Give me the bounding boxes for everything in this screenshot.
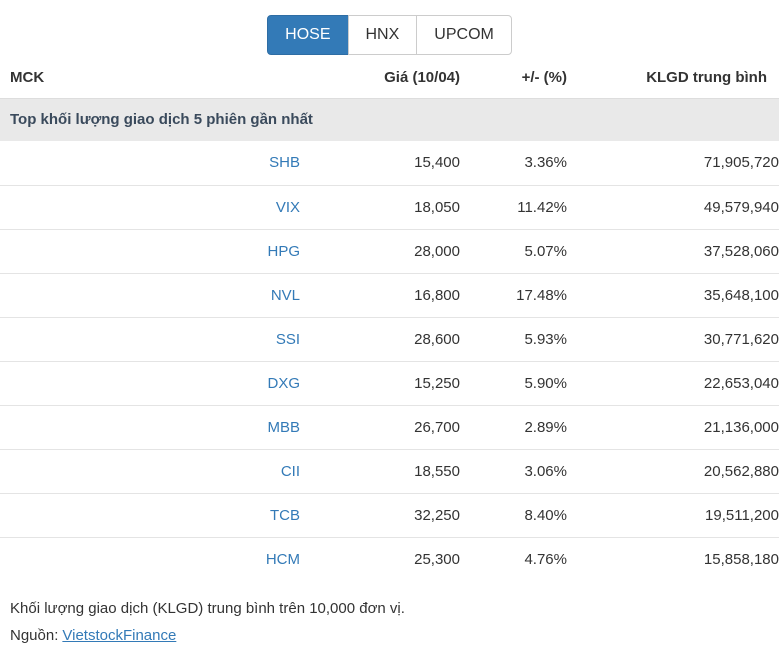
volume-cell: 30,771,620 xyxy=(567,317,779,362)
ticker-link[interactable]: CII xyxy=(280,462,300,480)
volume-cell: 21,136,000 xyxy=(567,405,779,450)
volume-cell: 35,648,100 xyxy=(567,273,779,318)
change-cell: 2.89% xyxy=(460,405,567,450)
change-cell: 3.06% xyxy=(460,449,567,494)
ticker-link[interactable]: SHB xyxy=(269,154,300,172)
change-cell: 5.93% xyxy=(460,317,567,362)
price-cell: 25,300 xyxy=(414,550,460,568)
column-header-mck: MCK xyxy=(0,58,300,99)
column-header-price: Giá (10/04) xyxy=(300,58,460,99)
table-row: DXG 15,250 5.90% 22,653,040 xyxy=(0,361,779,406)
ticker-link[interactable]: NVL xyxy=(270,286,300,304)
change-cell: 5.07% xyxy=(460,229,567,274)
change-cell: 17.48% xyxy=(460,273,567,318)
stock-table: MCK Giá (10/04) +/- (%) KLGD trung bình … xyxy=(0,58,779,581)
volume-cell: 37,528,060 xyxy=(567,229,779,274)
volume-cell: 15,858,180 xyxy=(703,550,779,568)
table-row: SHB 15,400 3.36% 71,905,720 xyxy=(0,141,779,186)
tab-upcom[interactable]: UPCOM xyxy=(416,15,512,55)
exchange-tab-group: HOSE HNX UPCOM xyxy=(267,15,512,55)
tab-hose[interactable]: HOSE xyxy=(267,15,349,55)
ticker-cell: MBB xyxy=(0,405,300,450)
table-row: HCM 25,300 4.76% 15,858,180 xyxy=(0,537,779,581)
change-cell: 5.90% xyxy=(460,361,567,406)
volume-cell: 49,579,940 xyxy=(567,185,779,230)
table-row: CII 18,550 3.06% 20,562,880 xyxy=(0,449,779,494)
ticker-cell: DXG xyxy=(0,361,300,406)
table-row: NVL 16,800 17.48% 35,648,100 xyxy=(0,273,779,318)
ticker-cell: SHB xyxy=(0,141,300,186)
price-cell: 28,000 xyxy=(300,229,460,274)
table-row: TCB 32,250 8.40% 19,511,200 xyxy=(0,493,779,538)
volume-cell: 71,905,720 xyxy=(567,141,779,186)
ticker-link[interactable]: MBB xyxy=(267,418,300,436)
table-row: MBB 26,700 2.89% 21,136,000 xyxy=(0,405,779,450)
price-cell: 15,250 xyxy=(300,361,460,406)
ticker-cell: SSI xyxy=(0,317,300,362)
price-cell: 26,700 xyxy=(300,405,460,450)
column-header-volume: KLGD trung bình xyxy=(567,58,779,99)
exchange-tabs: HOSE HNX UPCOM xyxy=(0,0,779,55)
ticker-link[interactable]: DXG xyxy=(267,374,300,392)
tab-hnx[interactable]: HNX xyxy=(347,15,418,55)
ticker-link[interactable]: HCM xyxy=(265,550,300,568)
price-cell: 16,800 xyxy=(300,273,460,318)
change-cell: 8.40% xyxy=(460,493,567,538)
source-label: Nguồn: xyxy=(10,627,59,644)
price-cell: 32,250 xyxy=(300,493,460,538)
vietstock-finance-link[interactable]: VietstockFinance xyxy=(62,627,177,644)
table-row: VIX 18,050 11.42% 49,579,940 xyxy=(0,185,779,230)
table-body: Top khối lượng giao dịch 5 phiên gần nhấ… xyxy=(0,98,779,581)
table-row: HPG 28,000 5.07% 37,528,060 xyxy=(0,229,779,274)
volume-cell: 22,653,040 xyxy=(567,361,779,406)
change-cell: 4.76% xyxy=(524,550,567,568)
section-title: Top khối lượng giao dịch 5 phiên gần nhấ… xyxy=(0,98,779,141)
price-cell: 28,600 xyxy=(300,317,460,362)
footer-source: Nguồn: VietstockFinance xyxy=(10,622,769,649)
footer-note: Khối lượng giao dịch (KLGD) trung bình t… xyxy=(10,600,405,617)
table-row: SSI 28,600 5.93% 30,771,620 xyxy=(0,317,779,362)
ticker-link[interactable]: TCB xyxy=(270,506,300,524)
ticker-cell: TCB xyxy=(0,493,300,538)
ticker-cell: VIX xyxy=(0,185,300,230)
volume-cell: 20,562,880 xyxy=(567,449,779,494)
section-header-row: Top khối lượng giao dịch 5 phiên gần nhấ… xyxy=(0,98,779,141)
change-cell: 3.36% xyxy=(460,141,567,186)
ticker-cell: CII xyxy=(0,449,300,494)
price-cell: 18,050 xyxy=(300,185,460,230)
volume-cell: 19,511,200 xyxy=(567,493,779,538)
ticker-cell: NVL xyxy=(0,273,300,318)
ticker-cell: HCM xyxy=(0,537,300,581)
price-cell: 15,400 xyxy=(300,141,460,186)
column-header-change: +/- (%) xyxy=(460,58,567,99)
change-cell: 11.42% xyxy=(460,185,567,230)
ticker-link[interactable]: HPG xyxy=(267,242,300,260)
price-cell: 18,550 xyxy=(300,449,460,494)
ticker-link[interactable]: VIX xyxy=(275,198,300,216)
ticker-cell: HPG xyxy=(0,229,300,274)
table-header-row: MCK Giá (10/04) +/- (%) KLGD trung bình xyxy=(0,58,779,99)
ticker-link[interactable]: SSI xyxy=(275,330,300,348)
footer: Khối lượng giao dịch (KLGD) trung bình t… xyxy=(0,581,779,649)
